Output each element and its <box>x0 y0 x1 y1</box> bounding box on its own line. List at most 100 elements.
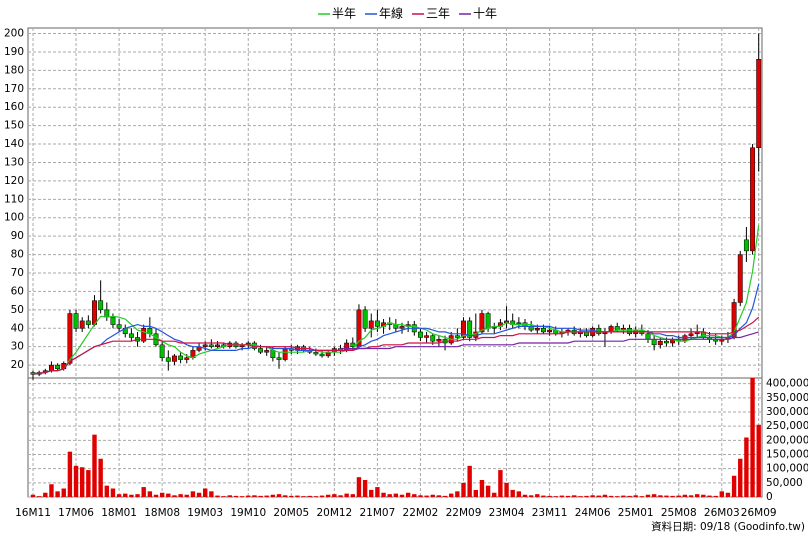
x-tick-label: 16M11 <box>15 507 51 519</box>
candle-body <box>436 339 442 342</box>
volume-bar <box>602 494 608 497</box>
y-tick-label: 180 <box>4 64 24 76</box>
y-tick-label: 80 <box>11 249 24 261</box>
candle-body <box>344 342 350 351</box>
x-tick-label: 23M04 <box>489 507 525 519</box>
volume-bar <box>695 494 700 497</box>
candle-body <box>479 313 485 333</box>
volume-bar <box>258 495 263 497</box>
x-tick-label: 19M10 <box>230 507 266 519</box>
volume-bar <box>590 495 595 497</box>
volume-tick-label: 150,000 <box>766 449 808 461</box>
candle-body <box>688 333 694 336</box>
volume-bar <box>172 495 177 497</box>
candle-body <box>374 320 380 327</box>
volume-bar <box>572 495 577 497</box>
volume-bar <box>233 495 239 497</box>
volume-bar <box>449 493 454 497</box>
volume-bar <box>528 495 534 497</box>
volume-bar <box>541 495 546 497</box>
candle-body <box>645 333 651 340</box>
candle-body <box>73 313 79 329</box>
volume-bar <box>651 494 657 497</box>
volume-bar <box>123 493 128 497</box>
volume-bar <box>565 495 571 497</box>
volume-bar <box>442 495 448 497</box>
volume-bar <box>282 495 288 497</box>
legend-label: 年線 <box>379 6 403 21</box>
volume-bar <box>627 495 632 497</box>
candle-body <box>79 320 85 329</box>
x-tick-label: 20M12 <box>316 507 352 519</box>
volume-bar <box>707 495 712 497</box>
volume-bar <box>719 491 724 497</box>
volume-bar <box>129 494 134 497</box>
candle-body <box>399 326 405 329</box>
volume-bar <box>418 495 423 497</box>
candle-body <box>627 328 632 335</box>
candle-body <box>743 239 749 252</box>
volume-bar <box>276 494 282 497</box>
volume-bar <box>141 487 146 497</box>
volume-bar <box>473 489 478 497</box>
legend-label: 三年 <box>426 7 450 21</box>
candle-body <box>350 342 356 347</box>
ma-line <box>340 331 759 350</box>
y-tick-label: 200 <box>4 28 24 40</box>
candle-body <box>49 364 54 371</box>
x-tick-label: 25M01 <box>618 507 654 519</box>
volume-bar <box>645 494 651 497</box>
y-tick-label: 30 <box>11 341 24 353</box>
volume-bar <box>731 475 737 497</box>
y-tick-label: 40 <box>11 322 24 334</box>
candle-body <box>485 313 491 329</box>
x-tick-label: 26M03 <box>704 507 740 519</box>
volume-bar <box>36 496 42 497</box>
candle-body <box>110 316 116 325</box>
volume-bar <box>578 496 583 497</box>
y-tick-label: 70 <box>11 267 24 279</box>
volume-bar <box>498 470 503 497</box>
volume-bar <box>682 494 688 497</box>
y-tick-label: 130 <box>4 156 24 168</box>
x-tick-label: 18M01 <box>101 507 137 519</box>
volume-tick-label: 400,000 <box>766 378 808 390</box>
volume-bar <box>319 495 325 497</box>
volume-tick-label: 300,000 <box>766 406 808 418</box>
volume-bar <box>688 495 694 497</box>
volume-bar <box>725 492 731 497</box>
volume-bar <box>135 494 140 497</box>
volume-bar <box>116 494 122 497</box>
volume-bar <box>362 480 368 497</box>
volume-bar <box>430 494 435 497</box>
volume-bar <box>166 493 171 497</box>
volume-bar <box>110 488 116 497</box>
y-tick-label: 160 <box>4 101 24 113</box>
volume-bar <box>356 477 362 497</box>
volume-bar <box>184 494 189 497</box>
legend-label: 半年 <box>332 7 356 21</box>
volume-bar <box>553 496 558 497</box>
x-tick-label: 26M09 <box>741 507 777 519</box>
volume-tick-label: 100,000 <box>766 463 808 475</box>
candle-body <box>98 300 104 311</box>
y-tick-label: 110 <box>4 193 24 205</box>
volume-bar <box>535 494 540 497</box>
x-tick-label: 24M06 <box>575 507 611 519</box>
volume-bar <box>196 492 202 497</box>
volume-bar <box>639 496 645 497</box>
volume-bar <box>658 495 663 497</box>
volume-bar <box>522 494 528 497</box>
volume-bar <box>270 494 276 497</box>
ma-line <box>32 225 760 375</box>
volume-bar <box>30 494 36 497</box>
candle-body <box>67 313 73 364</box>
volume-bar <box>301 496 306 497</box>
y-tick-label: 120 <box>4 175 24 187</box>
candle-body <box>664 340 669 344</box>
candle-body <box>92 300 97 325</box>
legend-label: 十年 <box>473 7 497 21</box>
volume-tick-label: 200,000 <box>766 434 808 446</box>
x-tick-label: 25M08 <box>661 507 697 519</box>
